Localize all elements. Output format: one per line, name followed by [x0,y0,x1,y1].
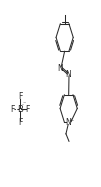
Text: F: F [25,105,30,114]
Text: N: N [65,70,71,79]
Text: N: N [58,64,63,73]
Text: F: F [18,118,22,127]
Text: F: F [11,105,15,114]
Text: B: B [17,105,23,114]
Text: ·⁻: ·⁻ [22,102,27,107]
Text: F: F [18,92,22,101]
Text: N: N [65,118,71,127]
Text: +: + [68,118,73,123]
